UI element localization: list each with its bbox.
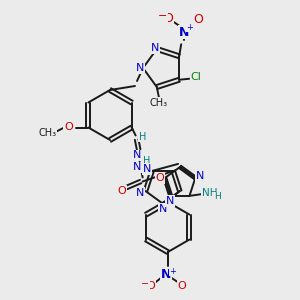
- Text: O: O: [177, 281, 186, 291]
- Text: CH₃: CH₃: [150, 98, 168, 108]
- Text: N: N: [160, 268, 171, 281]
- Text: Cl: Cl: [191, 72, 202, 82]
- Text: N: N: [166, 196, 174, 206]
- Text: N: N: [158, 203, 167, 214]
- Text: N: N: [136, 63, 144, 73]
- Text: N: N: [196, 171, 205, 181]
- Text: +: +: [169, 267, 176, 276]
- Text: O: O: [155, 173, 164, 183]
- Text: N: N: [179, 26, 189, 39]
- Text: N: N: [133, 151, 141, 160]
- Text: H: H: [214, 192, 221, 201]
- Text: N: N: [133, 163, 141, 172]
- Text: O: O: [146, 281, 155, 291]
- Text: −: −: [141, 279, 149, 289]
- Text: O: O: [117, 185, 126, 196]
- Text: O: O: [64, 122, 73, 131]
- Text: O: O: [163, 12, 173, 25]
- Text: N: N: [136, 188, 145, 198]
- Text: NH: NH: [202, 188, 217, 198]
- Text: N: N: [151, 43, 159, 53]
- Text: H: H: [143, 155, 150, 166]
- Text: −: −: [158, 11, 167, 21]
- Text: H: H: [139, 131, 146, 142]
- Text: CH₃: CH₃: [38, 128, 56, 139]
- Text: O: O: [193, 13, 203, 26]
- Text: N: N: [143, 164, 151, 174]
- Text: +: +: [186, 23, 193, 32]
